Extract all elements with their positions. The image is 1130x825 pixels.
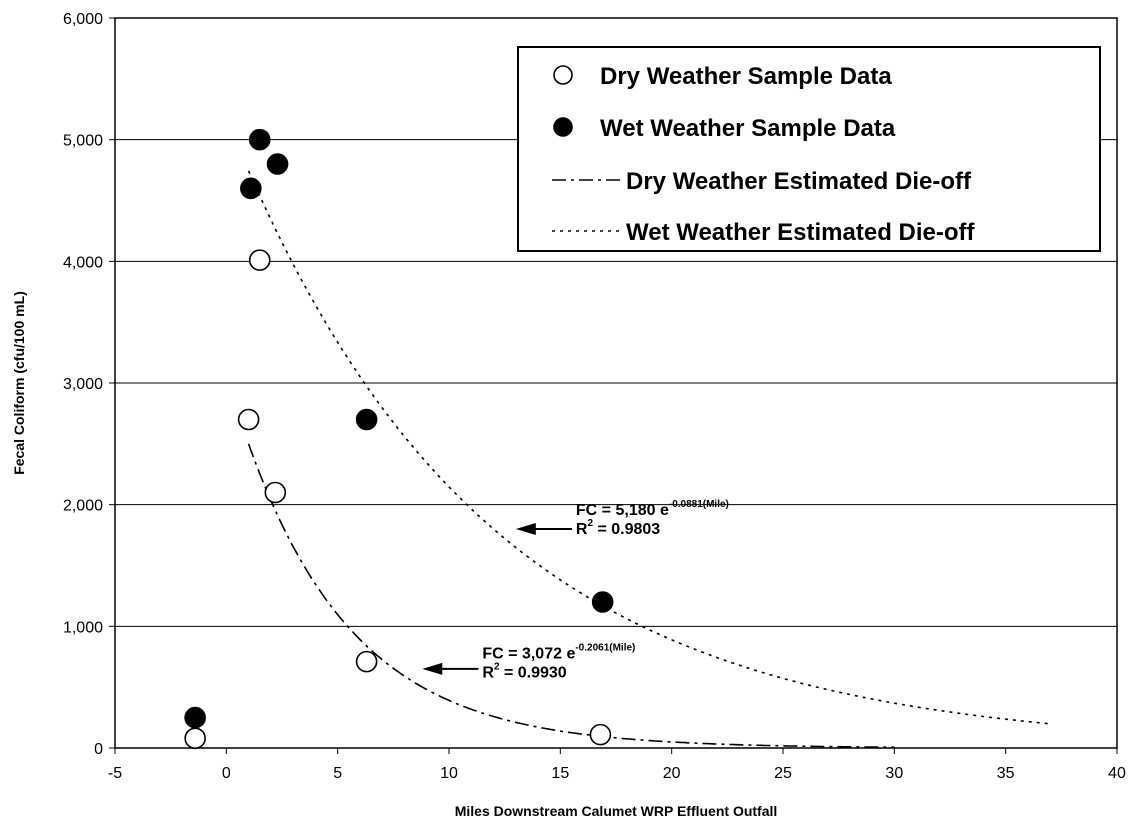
wet-sample-point — [184, 706, 206, 729]
dry-sample-point — [355, 650, 378, 673]
annotation-arrow-head — [515, 523, 536, 535]
curve-dash-dot — [247, 443, 895, 749]
r-value: = 0.9930 — [500, 664, 567, 681]
y-axis-title: Fecal Coliform (cfu/100 mL) — [11, 291, 27, 475]
wet-sample-point — [240, 177, 262, 200]
x-axis-title: Miles Downstream Calumet WRP Effluent Ou… — [455, 803, 778, 819]
y-axis-ticks: 0 1,000 2,000 3,000 4,000 5,000 6,000 — [63, 11, 115, 758]
annotation-exponent: -0.2061(Mile) — [575, 642, 635, 653]
x-tick-label: 20 — [663, 765, 681, 782]
x-tick-label: 0 — [222, 765, 231, 782]
annotation-arrow-head — [422, 662, 443, 675]
x-tick-label: 40 — [1108, 765, 1126, 782]
y-tick-label: 5,000 — [63, 133, 103, 150]
dry-sample-point — [237, 408, 260, 431]
y-tick-label: 0 — [94, 741, 103, 758]
r-label: R — [576, 521, 588, 538]
legend-label: Wet Weather Sample Data — [600, 115, 896, 142]
y-tick-label: 2,000 — [63, 498, 103, 515]
x-axis-ticks: -5 0 5 10 15 20 25 30 35 40 — [108, 748, 1126, 782]
annotation-equation: FC = 5,180 e-0.0881(Mile) — [576, 499, 729, 519]
legend-dry-marker — [553, 65, 573, 85]
legend-box — [517, 46, 1101, 252]
wet-sample-point — [248, 128, 271, 151]
legend-label: Wet Weather Estimated Die-off — [626, 219, 976, 246]
dry-sample-point — [264, 481, 287, 504]
y-tick-label: 6,000 — [63, 11, 103, 28]
x-tick-label: 5 — [333, 765, 342, 782]
y-tick-label: 3,000 — [63, 376, 103, 393]
x-tick-label: 35 — [997, 765, 1015, 782]
x-tick-label: -5 — [108, 765, 122, 782]
y-tick-label: 1,000 — [63, 619, 103, 636]
wet-sample-point — [266, 153, 289, 175]
x-tick-label: 15 — [551, 765, 569, 782]
r-superscript: 2 — [587, 518, 593, 529]
wet-sample-point — [355, 408, 378, 431]
legend-label: Dry Weather Sample Data — [600, 63, 892, 90]
annotation-r-squared: R2 = 0.9803 — [576, 518, 660, 538]
r-value: = 0.9803 — [593, 521, 660, 538]
wet-sample-point — [591, 591, 614, 613]
legend-wet-marker — [553, 117, 573, 137]
legend-label: Dry Weather Estimated Die-off — [626, 168, 972, 195]
r-label: R — [482, 664, 494, 681]
y-tick-label: 4,000 — [63, 254, 103, 271]
dry-sample-point — [589, 723, 612, 746]
annotation-r-squared: R2 = 0.9930 — [482, 661, 566, 681]
annotation-exponent: -0.0881(Mile) — [669, 499, 729, 510]
sample-points — [184, 128, 614, 750]
x-tick-label: 30 — [885, 765, 903, 782]
r-superscript: 2 — [494, 661, 500, 672]
annotation-equation: FC = 3,072 e-0.2061(Mile) — [482, 642, 635, 662]
dry-sample-point — [184, 727, 206, 750]
curve-dotted — [247, 170, 1051, 725]
x-tick-label: 10 — [440, 765, 458, 782]
legend: Dry Weather Sample Data Wet Weather Sampl… — [517, 46, 1101, 252]
x-tick-label: 25 — [774, 765, 792, 782]
die-off-curves — [247, 170, 1051, 749]
dry-sample-point — [248, 249, 271, 271]
